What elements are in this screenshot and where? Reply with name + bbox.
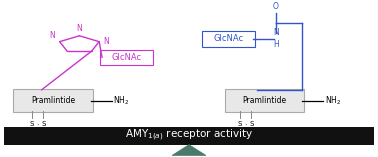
- Polygon shape: [172, 145, 206, 155]
- Text: N: N: [273, 28, 279, 37]
- Text: GlcNAc: GlcNAc: [214, 34, 244, 43]
- Text: Pramlintide: Pramlintide: [243, 96, 287, 105]
- Text: Pramlintide: Pramlintide: [31, 96, 75, 105]
- Text: GlcNAc: GlcNAc: [112, 53, 142, 62]
- Text: O: O: [273, 2, 279, 11]
- Text: N: N: [49, 31, 55, 40]
- FancyBboxPatch shape: [225, 89, 304, 112]
- Text: S: S: [238, 121, 242, 127]
- Text: ·: ·: [37, 121, 39, 130]
- Text: AMY$_{1(a)}$ receptor activity: AMY$_{1(a)}$ receptor activity: [125, 128, 253, 143]
- Text: NH$_2$: NH$_2$: [325, 94, 341, 107]
- Text: NH$_2$: NH$_2$: [113, 94, 130, 107]
- FancyBboxPatch shape: [100, 50, 153, 65]
- Text: H: H: [273, 40, 279, 49]
- FancyBboxPatch shape: [202, 31, 255, 47]
- Text: S: S: [41, 121, 46, 127]
- FancyBboxPatch shape: [13, 89, 93, 112]
- Text: S: S: [30, 121, 34, 127]
- Text: S: S: [249, 121, 254, 127]
- Text: N: N: [76, 24, 82, 33]
- FancyBboxPatch shape: [4, 127, 374, 145]
- Text: ·: ·: [245, 121, 247, 130]
- Text: N: N: [104, 37, 110, 46]
